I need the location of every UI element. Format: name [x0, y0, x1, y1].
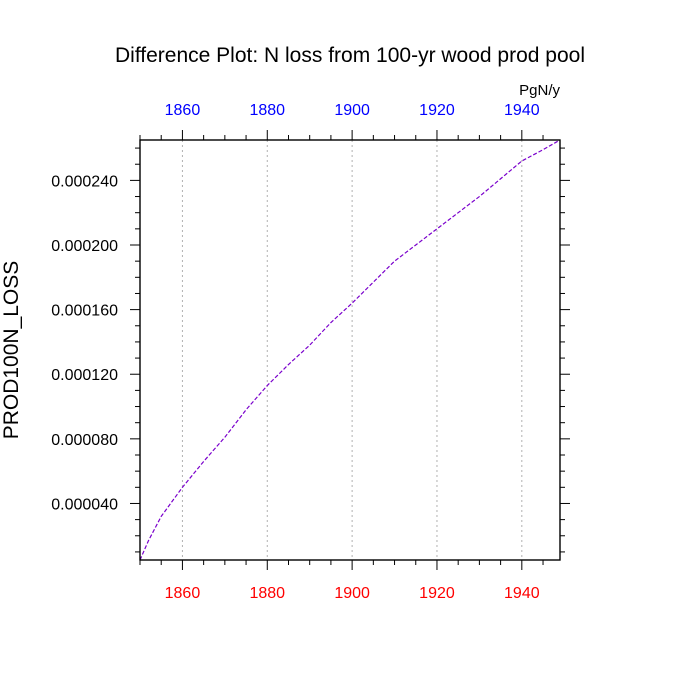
x-tick-label-top: 1940 — [504, 102, 540, 119]
y-tick-label: 0.000240 — [51, 173, 118, 190]
tick-labels: 1860 1860 1880 1880 1900 1900 1920 1920 1940 1940… — [51, 102, 539, 602]
x-tick-label-bottom: 1920 — [419, 585, 455, 602]
x-tick-label-bottom: 1940 — [504, 585, 540, 602]
y-tick-label: 0.000120 — [51, 367, 118, 384]
y-axis-label: PROD100N_LOSS — [0, 261, 23, 440]
y-tick-label: 0.000040 — [51, 496, 118, 513]
plot-frame — [139, 139, 561, 561]
series-line-group — [139, 139, 561, 561]
tick-marks — [130, 130, 570, 570]
units-label: PgN/y — [519, 82, 560, 99]
series-line — [139, 139, 561, 561]
chart-title: Difference Plot: N loss from 100-yr wood… — [115, 44, 585, 67]
y-tick-label: 0.000080 — [51, 432, 118, 449]
y-tick-label: 0.000200 — [51, 238, 118, 255]
x-tick-label-bottom: 1880 — [249, 585, 285, 602]
x-tick-label-top: 1860 — [165, 102, 201, 119]
x-tick-label-bottom: 1900 — [334, 585, 370, 602]
x-tick-label-top: 1920 — [419, 102, 455, 119]
y-tick-label: 0.000160 — [51, 303, 118, 320]
x-tick-label-top: 1880 — [249, 102, 285, 119]
x-tick-label-top: 1900 — [334, 102, 370, 119]
grid-lines — [181, 140, 523, 560]
x-tick-label-bottom: 1860 — [165, 585, 201, 602]
